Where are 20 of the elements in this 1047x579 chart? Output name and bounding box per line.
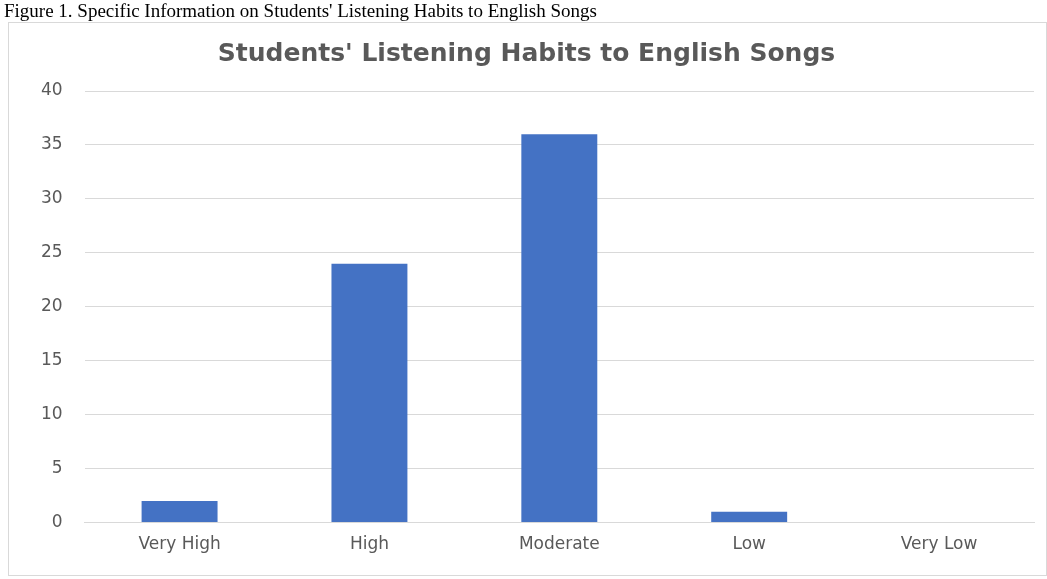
- x-tick-label: High: [349, 533, 389, 554]
- y-tick-label: 0: [51, 511, 63, 532]
- y-tick-label: 15: [40, 349, 63, 370]
- y-tick-label: 30: [40, 187, 63, 208]
- y-tick-label: 5: [51, 457, 63, 478]
- y-tick-label: 35: [40, 133, 63, 154]
- x-tick-label: Very High: [138, 533, 221, 554]
- bar: [711, 511, 788, 523]
- y-tick-label: 40: [40, 79, 63, 100]
- bar: [331, 263, 408, 523]
- bar: [141, 501, 218, 523]
- x-tick-label: Very Low: [900, 533, 978, 554]
- x-tick-label: Low: [732, 533, 767, 554]
- y-tick-label: 20: [40, 295, 63, 316]
- y-tick-label: 10: [40, 403, 63, 424]
- chart-title: Students' Listening Habits to English Songs: [217, 37, 836, 67]
- y-tick-label: 25: [40, 241, 63, 262]
- bar: [521, 134, 598, 523]
- x-tick-label: Moderate: [518, 533, 600, 554]
- caption: Figure 1. Specific Information on Students' Listening Habits to English Songs: [4, 0, 597, 21]
